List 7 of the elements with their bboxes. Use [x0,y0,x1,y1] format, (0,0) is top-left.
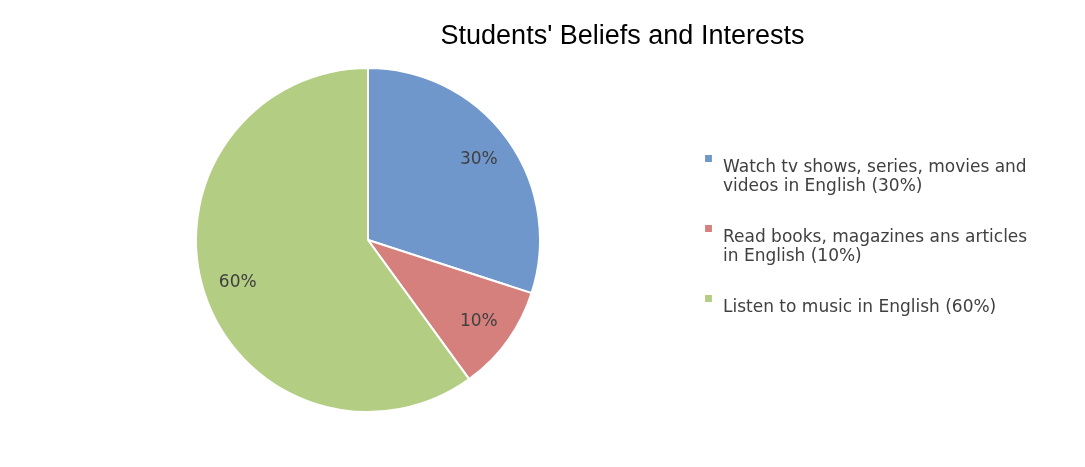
chart-title: Students' Beliefs and Interests [440,20,805,50]
data-label: 10% [459,309,498,330]
legend-label: Read books, magazines ans articles in English (10%) [723,225,1028,265]
legend-label: Listen to music in English (60%) [723,295,997,316]
legend-label: Watch tv shows, series, movies and videos in English (30%) [723,155,1027,195]
data-label: 30% [459,148,498,169]
data-label: 60% [218,271,257,292]
